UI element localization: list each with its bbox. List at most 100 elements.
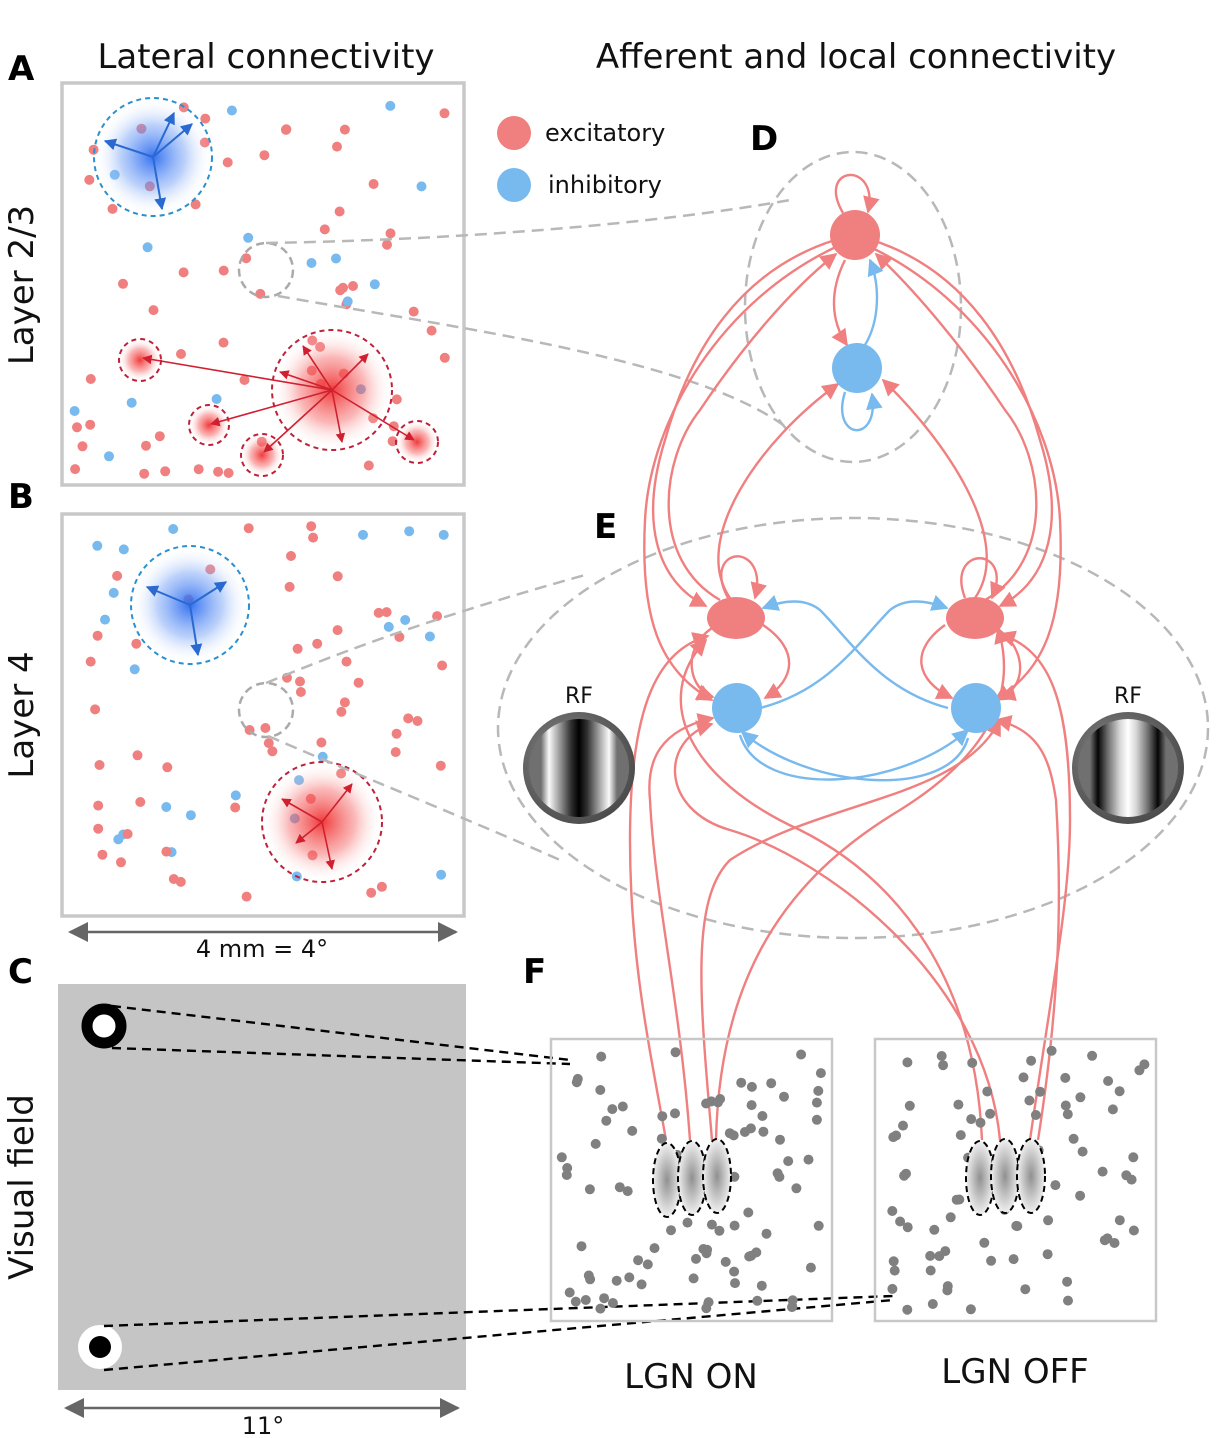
lgn-cell [966,1114,977,1125]
zoom-connector-e-bottom [267,734,561,862]
lgn-cell [783,1156,794,1167]
cortical-neuron [108,587,119,598]
lgn-cell [1103,1076,1114,1086]
l23-exc-to-l4-left-inh [643,243,841,702]
cortical-neuron [432,611,443,622]
lgn-cell [811,1114,822,1125]
excitatory-arrow [321,783,353,823]
cortical-neuron [439,352,450,363]
cortical-neuron [263,738,274,749]
lgn-cell [1126,1174,1137,1185]
legend-excitatory-swatch [497,116,531,150]
inhibitory-spread-boundary [130,545,250,665]
cortical-neuron [218,265,229,276]
lgn-cell [925,1250,936,1261]
cortical-neuron [281,124,291,135]
lgn-cell [1042,1249,1053,1260]
lgn-cell [636,1279,647,1290]
cortical-neuron [100,614,110,625]
cortical-neuron [381,607,392,618]
lgn-on-frame [549,1037,834,1323]
lgn-cell [564,1287,575,1298]
cortical-neuron [84,174,95,185]
lgn-cell [758,1126,769,1137]
cortical-neuron [284,581,295,592]
cortical-neuron [435,760,446,771]
l23-inhibitory-neuron [832,343,882,393]
lgn-cell [601,1115,612,1126]
cortical-neuron [69,406,80,416]
lgn-cell [584,1184,595,1195]
lgn-cell [627,1125,638,1136]
l4-right-inh-to-left-exc [761,594,949,710]
l4-right-inh-to-left-inh [740,730,970,782]
cortical-neuron [222,157,233,168]
lgn-cell [936,1051,947,1061]
excitatory-arrow [295,821,323,844]
lgn-cell [751,1247,762,1258]
panel-d-boundary [743,150,963,464]
lgn-cell [985,1108,996,1119]
lgn-cell [904,1100,915,1111]
l4-left-exc-self-loop [720,555,767,600]
lgn-cell [942,1285,953,1296]
cortical-neuron [162,762,173,773]
excitatory-connections [628,173,1072,1141]
panel-b-excitatory-spread [261,761,383,883]
l23-excitatory-neuron [830,210,880,260]
cortical-neuron [85,656,96,667]
cortical-neuron [241,891,252,902]
l4-left-to-l23-exc [667,252,838,602]
lgn-cell [895,1216,906,1227]
lgn-cell [572,1073,583,1084]
lgn-cell [986,1255,997,1266]
panel-letter-f: F [523,952,546,992]
lgn-cell [888,1256,899,1267]
l23-exc-to-l4-right-exc [871,238,1054,608]
lgn-cell [1097,1166,1108,1177]
lgn-cell [617,1101,628,1112]
l4-left-excitatory-neuron [707,597,765,639]
cortical-neuron [72,422,82,433]
visual-field-scale-label: 11° [242,1412,285,1438]
cortical-neuron [308,532,319,543]
cortical-neuron [292,643,303,654]
lgn-cell [580,1295,591,1305]
lgn-cell [887,1206,898,1216]
lgn-off-afferent-b [994,715,1061,1141]
l4-right-to-l23-exc [874,252,1038,602]
cortical-neuron [185,810,196,821]
cortical-neuron [391,394,402,405]
cortical-neuron [306,258,317,268]
lgn-cell [1020,1284,1031,1295]
lgn-cell [815,1068,826,1079]
lgn-on-afferent-b [700,718,1002,1141]
lgn-cell [775,1134,785,1145]
lgn-cell [1109,1238,1120,1248]
cortical-neuron [129,664,140,675]
lgn-cell [757,1111,768,1121]
cortical-neuron [400,615,411,625]
excitatory-arrow [263,389,333,453]
cortical-neuron [142,242,153,253]
l4-right-excitatory-neuron [946,597,1004,639]
cortical-neuron [353,677,364,688]
inhibitory-spread-boundary [93,97,213,217]
cortical-neuron [160,466,171,477]
lgn-cell [899,1170,910,1181]
lgn-pool [652,1142,682,1218]
inhibitory-arrow [152,123,193,158]
excitatory-arrow [331,353,369,391]
cortical-neuron [332,141,342,152]
legend-inhibitory-swatch [497,168,531,202]
lgn-pool [702,1138,732,1214]
rf-right: RF [1072,684,1184,824]
lgn-cell [1107,1104,1118,1115]
zoom-connector-d-top [265,198,791,245]
l4-right-to-l23-inh [881,378,988,599]
lgn-cell [729,1220,740,1231]
lgn-cell [1087,1050,1098,1061]
lgn-cell [703,1297,714,1308]
lgn-cell [1114,1086,1125,1097]
